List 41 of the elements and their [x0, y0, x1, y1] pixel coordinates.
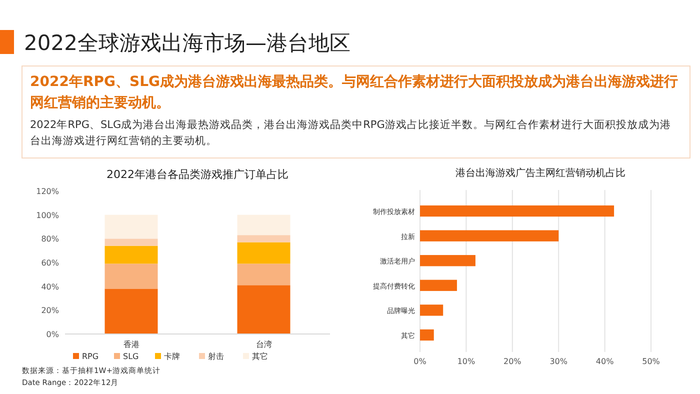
legend-label: RPG — [82, 352, 99, 361]
bar — [104, 238, 158, 246]
y-tick-label: 80% — [41, 234, 60, 244]
bar — [420, 230, 559, 242]
bar — [237, 235, 290, 242]
bar — [420, 205, 614, 217]
bar — [420, 329, 434, 341]
chart-title: 2022年港台各品类游戏推广订单占比 — [106, 168, 288, 181]
x-tick-label: 50% — [642, 357, 660, 366]
bar — [104, 246, 158, 264]
text: 2022全球游戏出海市场—港台地区 — [24, 31, 350, 55]
x-tick-label: 20% — [504, 357, 522, 366]
x-tick-label: 10% — [457, 357, 476, 366]
chart-title: 港台出海游戏广告主网红营销动机占比 — [456, 167, 626, 179]
bar — [420, 304, 444, 316]
bar — [104, 264, 158, 289]
bar — [420, 280, 457, 291]
bar — [237, 242, 290, 264]
legend-label: SLG — [123, 352, 139, 361]
legend-label: 其它 — [252, 352, 268, 361]
y-tick-label: 100% — [36, 210, 60, 220]
bar — [237, 214, 290, 236]
bar — [237, 264, 290, 286]
x-tick-label: 30% — [550, 357, 568, 366]
y-tick-label: 20% — [41, 306, 60, 316]
legend-label: 射击 — [208, 352, 224, 361]
x-tick-label: 40% — [596, 357, 614, 366]
y-tick-label: 0% — [46, 330, 60, 339]
bar — [420, 255, 476, 266]
bar — [104, 214, 158, 239]
x-tick-label: 香港 — [123, 340, 140, 349]
bar — [104, 288, 158, 334]
y-tick-label: 120% — [36, 187, 60, 196]
x-tick-label: 0% — [414, 357, 427, 366]
legend-label: 卡牌 — [164, 352, 180, 361]
text: 2022年RPG、SLG成为港台出海最热游戏品类，港台出海游戏品类中RPG游戏占比接近半数。与网红合作素材进行大面积投放成为港台出海游戏进行网红营销的主要动机。 — [30, 118, 671, 147]
y-tick-label: 60% — [41, 258, 60, 268]
text: 2022年RPG、SLG成为港台游戏出海最热品类。与网红合作素材进行大面积投放成为港台出海游戏进行网红营销的主要动机。 — [30, 74, 678, 111]
bar — [237, 285, 290, 334]
y-tick-label: 40% — [41, 282, 60, 292]
x-tick-label: 台湾 — [256, 340, 272, 349]
